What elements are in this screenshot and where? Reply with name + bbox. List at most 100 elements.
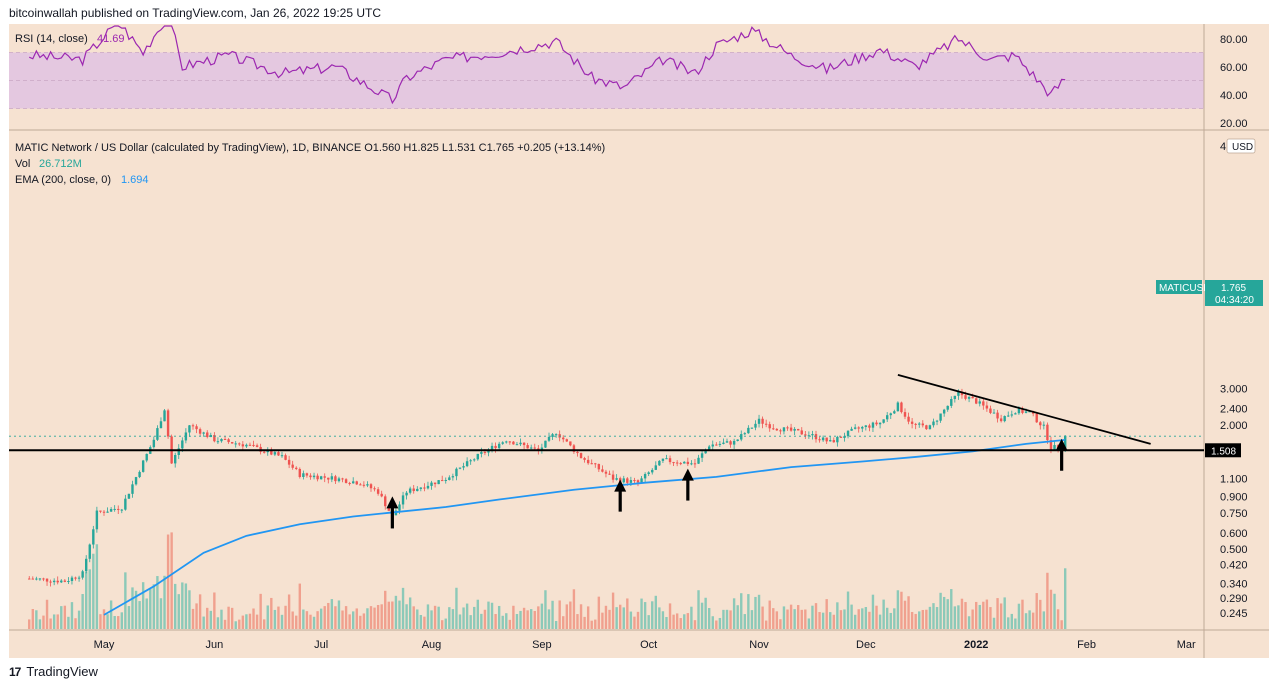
candle-body [1039, 422, 1042, 426]
volume-bar [444, 618, 447, 629]
volume-bar [170, 532, 173, 629]
volume-bar [412, 606, 415, 629]
candle-body [462, 466, 465, 468]
candle-body [31, 578, 34, 580]
volume-bar [263, 619, 266, 629]
candle-body [786, 427, 789, 429]
volume-bar [729, 610, 732, 629]
candle-body [818, 439, 821, 441]
volume-bar [893, 608, 896, 629]
volume-bar [490, 602, 494, 629]
candle-body [893, 411, 896, 414]
candle-body [754, 423, 757, 428]
price-chart[interactable]: RSI (14, close) 41.69 80.00 60.00 40.00 … [9, 24, 1269, 658]
candle-body [757, 418, 761, 424]
volume-bar [323, 606, 326, 629]
candle-body [690, 463, 693, 465]
candle-body [811, 434, 814, 436]
volume-bar [430, 610, 433, 629]
candle-body [533, 447, 536, 449]
volume-bar [636, 611, 640, 629]
volume-bar [679, 618, 682, 629]
volume-bar [672, 614, 675, 629]
volume-bar [850, 604, 853, 629]
volume-bar [572, 589, 576, 629]
volume-bar [619, 604, 622, 629]
candle-body [594, 463, 597, 465]
volume-bar [77, 610, 81, 629]
candle-body [967, 396, 971, 399]
volume-bar [216, 617, 220, 629]
volume-bar [220, 609, 223, 629]
volume-bar [120, 612, 123, 629]
volume-bar [348, 614, 351, 629]
candle-body [369, 484, 373, 489]
candle-body [989, 408, 992, 413]
volume-bar [373, 607, 376, 629]
price-tick: 0.750 [1220, 508, 1248, 520]
volume-bar [302, 609, 305, 629]
candle-body [857, 427, 860, 429]
candle-body [960, 391, 964, 396]
candle-body [793, 428, 796, 431]
candle-body [408, 488, 412, 493]
volume-bar [1035, 593, 1038, 629]
volume-bar [127, 606, 131, 629]
time-tick: Sep [532, 639, 552, 651]
descending-trendline[interactable] [897, 374, 1151, 445]
volume-bar [800, 609, 803, 629]
candle-body [359, 484, 362, 486]
rsi-line [28, 25, 1066, 105]
candle-body [398, 504, 401, 511]
candle-body [768, 424, 771, 429]
volume-bar [615, 607, 618, 629]
volume-bar [152, 584, 156, 629]
candle-body [982, 401, 985, 406]
price-tick: 0.290 [1220, 593, 1248, 605]
volume-bar [384, 590, 387, 629]
candle-body [401, 495, 405, 505]
volume-bar [736, 605, 739, 629]
volume-bar [1039, 599, 1042, 629]
candle-body [284, 455, 287, 460]
candle-body [647, 472, 650, 475]
volume-bar [932, 603, 935, 629]
candle-body [672, 462, 675, 464]
volume-bar [408, 597, 412, 629]
volume-bar [266, 605, 269, 629]
candle-body [1042, 424, 1046, 426]
candle-body [999, 418, 1003, 422]
arrow-head-icon [386, 496, 399, 509]
volume-bar [889, 612, 892, 629]
volume-bar [861, 608, 864, 629]
candle-body [921, 423, 924, 426]
candle-body [985, 405, 989, 409]
volume-bar [312, 616, 316, 629]
volume-bar [544, 590, 547, 629]
volume-bar [298, 583, 301, 629]
candle-body [163, 410, 166, 422]
candle-body [604, 471, 608, 474]
volume-bar [341, 610, 344, 629]
volume-bar [355, 608, 358, 629]
volume-bar [270, 597, 273, 629]
candle-body [312, 475, 316, 478]
currency-box[interactable] [1226, 138, 1256, 154]
candle-body [804, 434, 807, 436]
candle-body [45, 578, 49, 582]
volume-bar [540, 603, 544, 629]
volume-bar [946, 599, 949, 629]
price-axis-ticks: 4. 3.000 2.400 2.000 1.100 0.900 0.750 0.600 0.5… [1220, 141, 1248, 620]
volume-bar [757, 594, 761, 629]
candle-body [665, 458, 668, 460]
candle-body [270, 449, 273, 455]
candle-body [611, 474, 615, 480]
candle-body [195, 426, 198, 430]
candle-body [1024, 411, 1028, 413]
candle-body [134, 477, 138, 485]
rsi-tick-60: 60.00 [1220, 62, 1248, 74]
volume-bar [501, 615, 504, 629]
volume-bar [480, 613, 483, 629]
candle-body [875, 422, 878, 425]
candle-body [305, 473, 309, 476]
